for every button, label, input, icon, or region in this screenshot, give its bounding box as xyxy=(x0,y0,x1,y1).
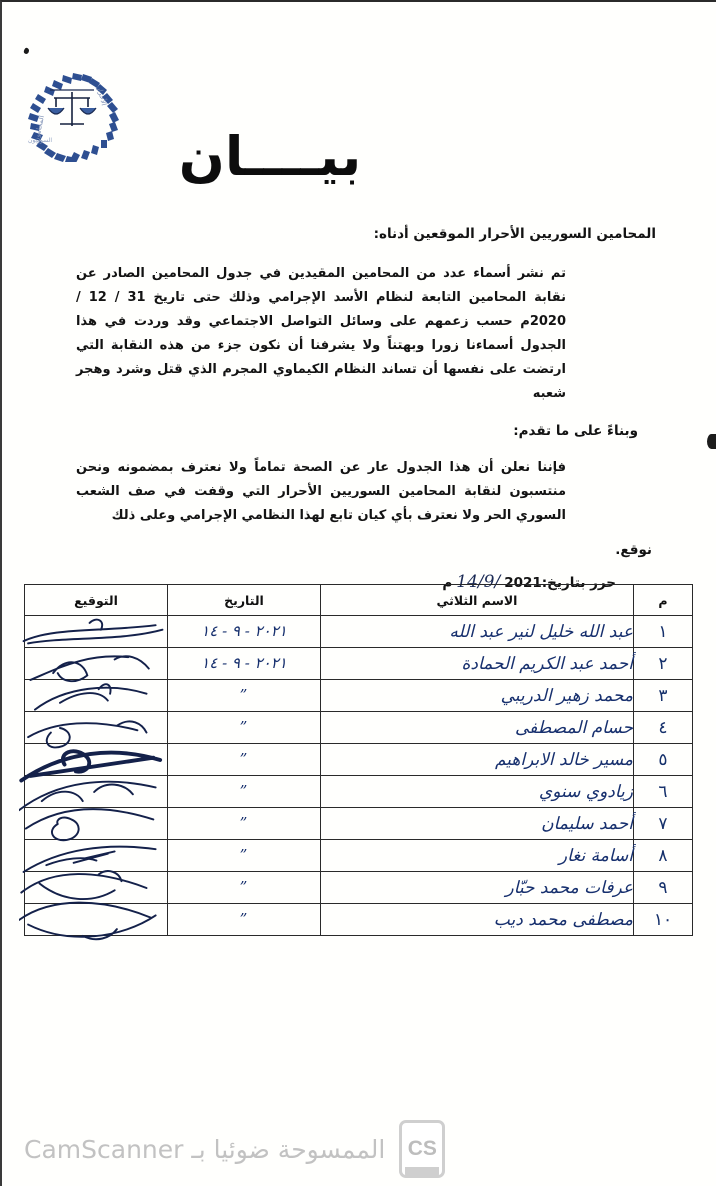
row-number: ٧ xyxy=(633,807,693,840)
addressee-line: المحامين السوريين الأحرار الموقعين أدناه… xyxy=(373,226,656,242)
row-full-name: أسامة نغار xyxy=(320,839,634,872)
syrian-free-lawyers-emblem-icon: المحامون الأحرار السوريون xyxy=(16,64,126,162)
row-date: ٢٠٢١ - ٩ - ١٤ xyxy=(167,615,321,648)
row-number: ١ xyxy=(633,615,693,648)
header-number: م xyxy=(633,584,693,616)
header-signature: التوقيع xyxy=(24,584,168,616)
row-full-name: محمد زهير الدريبي xyxy=(320,679,634,712)
camscanner-badge-icon: CS xyxy=(399,1120,446,1178)
handwritten-date: ” xyxy=(239,814,249,832)
row-signature xyxy=(24,647,168,683)
handwritten-date: ” xyxy=(239,910,249,928)
row-full-name: مصطفى محمد ديب xyxy=(320,903,634,936)
handwritten-name: عرفات محمد حبّار xyxy=(505,877,633,898)
table-row: ١٠ مصطفى محمد ديب ” xyxy=(19,901,693,941)
row-full-name: مسير خالد الابراهيم xyxy=(320,743,634,776)
handwritten-name: مصطفى محمد ديب xyxy=(493,909,633,930)
handwritten-name: زيادوي سنوي xyxy=(538,781,633,802)
table-row: ٢ أحمد عبد الكريم الحمادة ٢٠٢١ - ٩ - ١٤ xyxy=(24,647,693,683)
header-full-name: الاسم الثلاثي xyxy=(320,584,634,616)
handwritten-name: أحمد عبد الكريم الحمادة xyxy=(461,653,633,674)
handwritten-date: ” xyxy=(239,686,249,704)
table-row: ٧ أحمد سليمان ” xyxy=(24,807,693,842)
table-row: ٨ أسامة نغار ” xyxy=(22,839,693,873)
row-full-name: عرفات محمد حبّار xyxy=(320,871,634,904)
row-number: ٦ xyxy=(633,775,693,808)
row-signature xyxy=(19,901,168,941)
document-body: المحامين السوريين الأحرار الموقعين أدناه… xyxy=(76,224,656,592)
row-number: ٢ xyxy=(633,647,693,680)
row-full-name: زيادوي سنوي xyxy=(320,775,634,808)
handwritten-date: ” xyxy=(239,750,249,768)
table-row: ٦ زيادوي سنوي ” xyxy=(19,775,693,812)
row-signature xyxy=(20,870,168,904)
row-signature xyxy=(22,615,168,648)
row-signature xyxy=(24,711,168,749)
row-date: ” xyxy=(167,871,321,904)
row-date: ” xyxy=(167,839,321,872)
row-number: ٨ xyxy=(633,839,693,872)
row-date: ٢٠٢١ - ٩ - ١٤ xyxy=(167,647,321,680)
table-row: ٥ مسير خالد الابراهيم ” xyxy=(19,743,693,783)
row-number: ٣ xyxy=(633,679,693,712)
row-signature xyxy=(19,775,168,812)
row-number: ٩ xyxy=(633,871,693,904)
paragraph-one: تم نشر أسماء عدد من المحامين المقيدين في… xyxy=(76,266,566,402)
table-row: ٤ حسام المصطفى ” xyxy=(24,711,693,749)
row-signature xyxy=(22,839,168,873)
row-number: ٤ xyxy=(633,711,693,744)
camscanner-watermark: CS الممسوحة ضوئيا بـ CamScanner xyxy=(24,1120,446,1178)
svg-text:السوريون: السوريون xyxy=(28,137,52,144)
handwritten-name: مسير خالد الابراهيم xyxy=(494,749,633,770)
handwritten-date: ” xyxy=(239,782,249,800)
handwritten-name: محمد زهير الدريبي xyxy=(500,685,633,706)
signatories-table: م الاسم الثلاثي التاريخ التوقيع ١ عبد الل… xyxy=(19,584,693,941)
row-date: ” xyxy=(167,711,321,744)
handwritten-date: ” xyxy=(239,846,249,864)
table-row: ١ عبد الله خليل لنير عبد الله ٢٠٢١ - ٩ - ١… xyxy=(22,615,693,648)
handwritten-date: ٢٠٢١ - ٩ - ١٤ xyxy=(201,654,287,672)
header-date: التاريخ xyxy=(167,584,321,616)
row-date: ” xyxy=(167,743,321,776)
table-row: ٣ محمد زهير الدريبي ” xyxy=(24,679,693,712)
handwritten-name: حسام المصطفى xyxy=(515,717,633,738)
row-signature xyxy=(19,743,168,783)
row-date: ” xyxy=(167,775,321,808)
subheading: وبناءً على ما تقدم: xyxy=(513,422,638,439)
table-body: ١ عبد الله خليل لنير عبد الله ٢٠٢١ - ٩ - ١… xyxy=(19,615,693,941)
row-date: ” xyxy=(167,679,321,712)
row-date: ” xyxy=(167,903,321,936)
row-full-name: حسام المصطفى xyxy=(320,711,634,744)
scan-speck xyxy=(22,47,31,55)
camscanner-label: الممسوحة ضوئيا بـ CamScanner xyxy=(24,1134,386,1164)
scan-edge-mark xyxy=(707,434,716,449)
handwritten-date: ” xyxy=(239,718,249,736)
handwritten-date: ” xyxy=(239,878,249,896)
handwritten-name: أسامة نغار xyxy=(558,845,633,866)
handwritten-name: أحمد سليمان xyxy=(541,813,633,834)
row-signature xyxy=(24,679,168,712)
row-full-name: أحمد سليمان xyxy=(320,807,634,840)
row-full-name: عبد الله خليل لنير عبد الله xyxy=(320,615,634,648)
table-row: ٩ عرفات محمد حبّار ” xyxy=(20,870,693,904)
handwritten-name: عبد الله خليل لنير عبد الله xyxy=(449,621,633,642)
row-number: ٥ xyxy=(633,743,693,776)
row-signature xyxy=(24,807,168,842)
handwritten-date: ٢٠٢١ - ٩ - ١٤ xyxy=(201,622,287,640)
row-full-name: أحمد عبد الكريم الحمادة xyxy=(320,647,634,680)
row-date: ” xyxy=(167,807,321,840)
paragraph-two: فإننا نعلن أن هذا الجدول عار عن الصحة تم… xyxy=(76,460,566,524)
row-number: ١٠ xyxy=(633,903,693,936)
closing-word: نوقع. xyxy=(615,542,652,559)
page-title: بيــــان xyxy=(178,125,362,188)
table-header-row: م الاسم الثلاثي التاريخ التوقيع xyxy=(24,584,693,616)
